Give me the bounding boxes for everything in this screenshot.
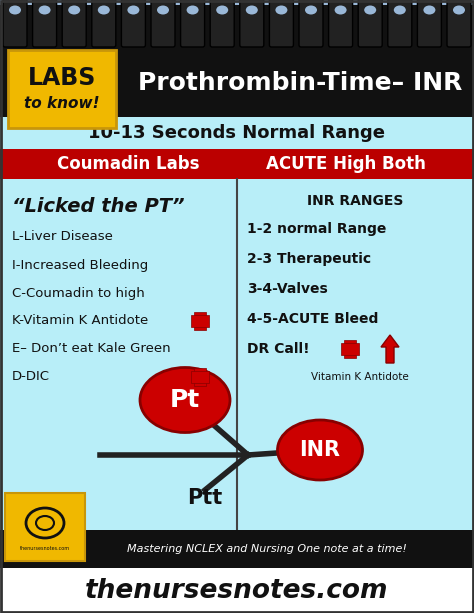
FancyBboxPatch shape — [269, 0, 293, 47]
Text: 4-5-ACUTE Bleed: 4-5-ACUTE Bleed — [247, 312, 378, 326]
FancyBboxPatch shape — [418, 0, 441, 47]
FancyBboxPatch shape — [0, 149, 474, 179]
Ellipse shape — [38, 6, 51, 15]
FancyBboxPatch shape — [388, 0, 412, 47]
Ellipse shape — [9, 6, 21, 15]
Text: Mastering NCLEX and Nursing One note at a time!: Mastering NCLEX and Nursing One note at … — [127, 544, 407, 554]
FancyBboxPatch shape — [0, 568, 474, 613]
Ellipse shape — [68, 6, 80, 15]
FancyBboxPatch shape — [181, 0, 205, 47]
FancyBboxPatch shape — [0, 0, 474, 10]
FancyBboxPatch shape — [299, 0, 323, 47]
Ellipse shape — [98, 6, 110, 15]
Ellipse shape — [157, 6, 169, 15]
FancyBboxPatch shape — [210, 0, 234, 47]
FancyBboxPatch shape — [0, 5, 474, 43]
Text: LABS: LABS — [28, 66, 96, 90]
Ellipse shape — [128, 6, 139, 15]
Text: Prothrombin-Time– INR: Prothrombin-Time– INR — [138, 70, 462, 94]
FancyBboxPatch shape — [194, 368, 206, 386]
Text: to know!: to know! — [24, 96, 100, 112]
FancyBboxPatch shape — [358, 0, 382, 47]
FancyBboxPatch shape — [121, 0, 146, 47]
Ellipse shape — [277, 420, 363, 480]
FancyBboxPatch shape — [33, 0, 56, 47]
FancyBboxPatch shape — [0, 42, 474, 117]
FancyBboxPatch shape — [0, 530, 474, 568]
FancyBboxPatch shape — [240, 0, 264, 47]
Text: INR: INR — [300, 440, 340, 460]
Ellipse shape — [423, 6, 436, 15]
FancyBboxPatch shape — [447, 0, 471, 47]
FancyBboxPatch shape — [5, 493, 85, 561]
Text: L-Liver Disease: L-Liver Disease — [12, 230, 113, 243]
FancyBboxPatch shape — [8, 50, 116, 128]
Ellipse shape — [305, 6, 317, 15]
Ellipse shape — [394, 6, 406, 15]
Text: DR Call!: DR Call! — [247, 342, 310, 356]
Text: I-Increased Bleeding: I-Increased Bleeding — [12, 259, 148, 272]
Ellipse shape — [187, 6, 199, 15]
Text: thenursesnotes.com: thenursesnotes.com — [85, 577, 389, 604]
Ellipse shape — [246, 6, 258, 15]
Ellipse shape — [216, 6, 228, 15]
Text: Vitamin K Antidote: Vitamin K Antidote — [311, 372, 409, 382]
Text: Pt: Pt — [170, 388, 200, 412]
FancyBboxPatch shape — [3, 0, 27, 47]
FancyBboxPatch shape — [344, 340, 356, 358]
FancyBboxPatch shape — [328, 0, 353, 47]
FancyBboxPatch shape — [151, 0, 175, 47]
FancyBboxPatch shape — [194, 312, 206, 330]
FancyArrow shape — [381, 335, 399, 363]
FancyBboxPatch shape — [92, 0, 116, 47]
FancyBboxPatch shape — [0, 117, 474, 149]
Text: K-Vitamin K Antidote: K-Vitamin K Antidote — [12, 314, 148, 327]
Text: C-Coumadin to high: C-Coumadin to high — [12, 286, 145, 300]
Ellipse shape — [140, 368, 230, 433]
Text: E– Don’t eat Kale Green: E– Don’t eat Kale Green — [12, 343, 171, 356]
Text: 3-4-Valves: 3-4-Valves — [247, 282, 328, 296]
Ellipse shape — [275, 6, 287, 15]
Ellipse shape — [453, 6, 465, 15]
Text: 1-2 normal Range: 1-2 normal Range — [247, 222, 386, 236]
FancyBboxPatch shape — [191, 315, 209, 327]
Text: D-DIC: D-DIC — [12, 370, 50, 384]
Text: 10-13 Seconds Normal Range: 10-13 Seconds Normal Range — [89, 124, 385, 142]
Text: thenursesnotes.com: thenursesnotes.com — [20, 546, 70, 550]
Text: Coumadin Labs: Coumadin Labs — [57, 155, 199, 173]
Ellipse shape — [335, 6, 346, 15]
Text: “Licked the PT”: “Licked the PT” — [12, 197, 184, 216]
FancyBboxPatch shape — [62, 0, 86, 47]
FancyBboxPatch shape — [191, 371, 209, 383]
Ellipse shape — [364, 6, 376, 15]
Text: Ptt: Ptt — [187, 488, 223, 508]
Text: INR RANGES: INR RANGES — [307, 194, 404, 208]
Text: 2-3 Therapeutic: 2-3 Therapeutic — [247, 252, 371, 266]
Text: ACUTE High Both: ACUTE High Both — [266, 155, 426, 173]
FancyBboxPatch shape — [341, 343, 359, 355]
